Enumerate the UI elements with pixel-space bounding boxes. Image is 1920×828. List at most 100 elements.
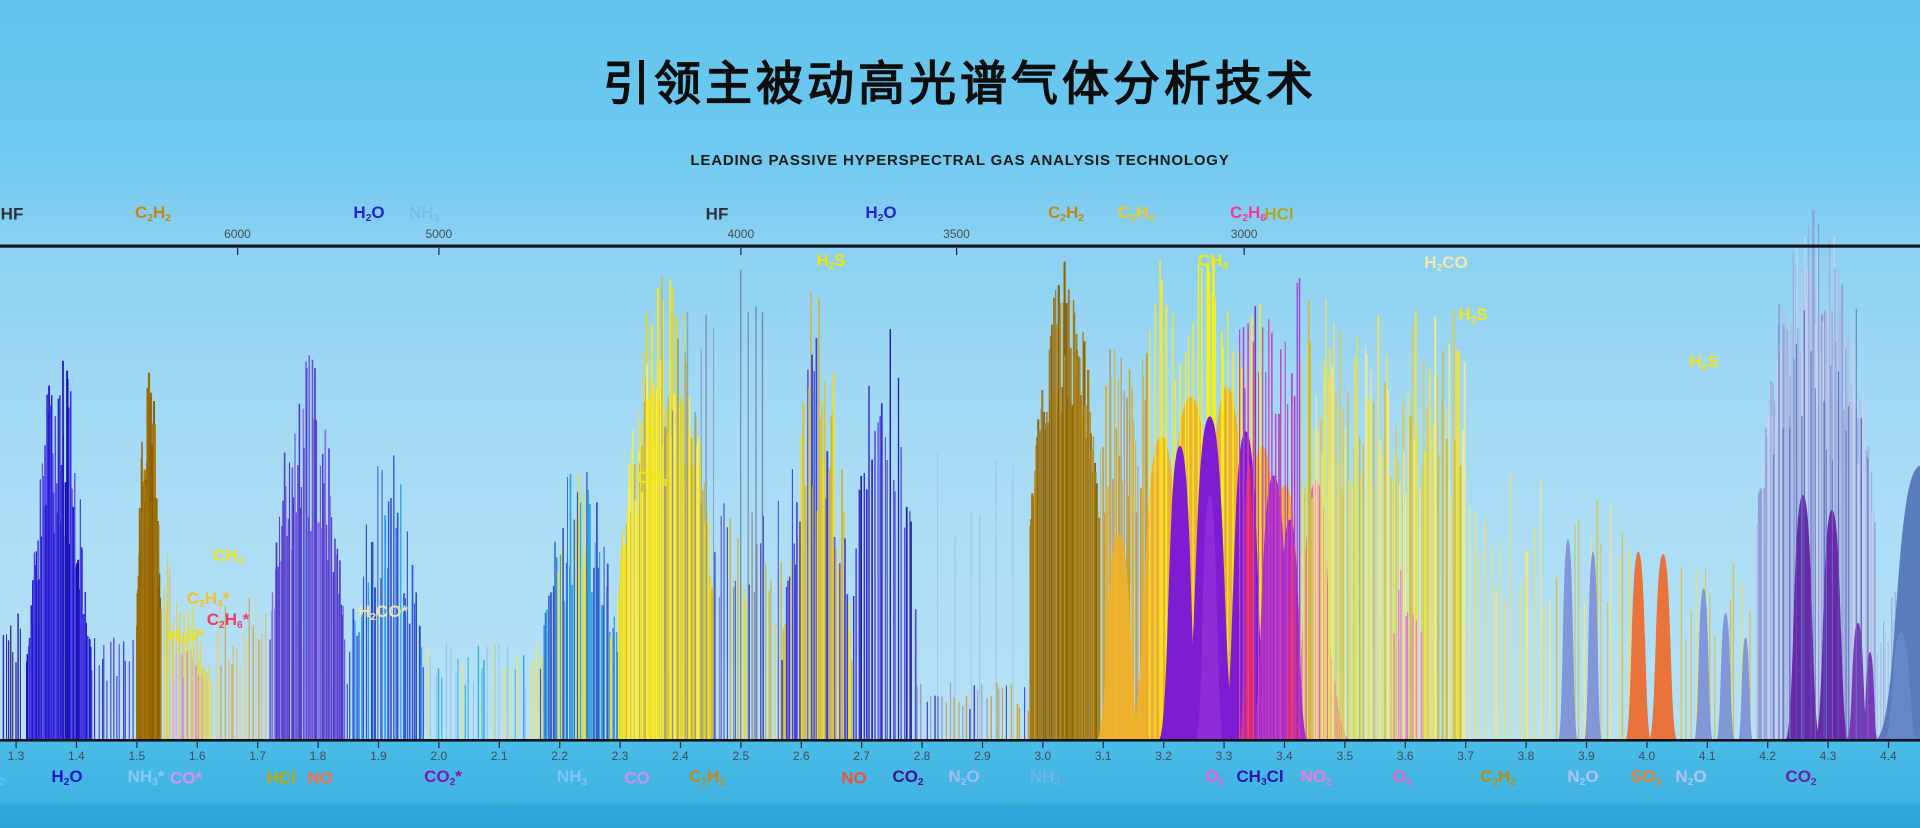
bottom-tick-label-4.4: 4.4 bbox=[1880, 749, 1897, 763]
top-tick-label-4000: 4000 bbox=[727, 227, 755, 241]
bottom-tick-1.8 bbox=[317, 742, 319, 748]
bottom-tick-label-3.7: 3.7 bbox=[1457, 749, 1474, 763]
bottom-label-c2h2: C2H2 bbox=[1480, 766, 1516, 788]
cluster-blue-sparse-1.46 bbox=[94, 637, 134, 741]
cluster-yellow-1.58 bbox=[163, 553, 213, 741]
bottom-tick-label-3.5: 3.5 bbox=[1336, 749, 1354, 763]
band-steel-band-2 bbox=[1884, 632, 1918, 741]
cluster-c2h2-band-1.52 bbox=[136, 372, 162, 741]
cluster-khaki-forest-3.56 bbox=[1299, 298, 1466, 741]
bottom-label-co2: CO2* bbox=[424, 766, 462, 788]
plot-label-h2s: H2S bbox=[1458, 304, 1488, 326]
bottom-tick-label-3.8: 3.8 bbox=[1517, 749, 1535, 763]
bottom-label-co2: CO2 bbox=[892, 766, 924, 788]
bottom-tick-1.6 bbox=[196, 742, 198, 748]
cluster-indigo-2.74 bbox=[853, 329, 917, 741]
bottom-tick-2.6 bbox=[800, 742, 802, 748]
bottom-tick-label-2.8: 2.8 bbox=[913, 749, 931, 763]
cluster-sparse-2.52 bbox=[714, 500, 782, 741]
band-purple-mass-1 bbox=[1158, 445, 1202, 741]
cluster-pink-lines-3.60 bbox=[1393, 570, 1423, 741]
plot-label-h2co: H2CO bbox=[1424, 252, 1468, 274]
top-label-h2o: H2O bbox=[353, 202, 385, 224]
bottom-tick-label-1.9: 1.9 bbox=[370, 749, 387, 763]
plot-label-ch4: CH4 bbox=[1197, 250, 1229, 272]
top-tick-6000 bbox=[237, 248, 239, 255]
top-label-c2h6: C2H6 bbox=[1230, 202, 1266, 224]
bottom-tick-1.5 bbox=[136, 742, 138, 748]
bottom-tick-4.0 bbox=[1646, 742, 1648, 748]
plot-label-h2co: H2CO* bbox=[357, 601, 409, 623]
top-tick-3500 bbox=[956, 248, 958, 255]
bottom-tick-3.1 bbox=[1102, 742, 1104, 748]
cluster-faint-gray-2.90 bbox=[936, 453, 1014, 741]
band-co2-purple-4 bbox=[1861, 652, 1879, 741]
bottom-label-co: CO* bbox=[169, 768, 203, 788]
cluster-violet-1.80 bbox=[269, 355, 346, 741]
band-co2-purple-3 bbox=[1846, 622, 1870, 741]
bottom-tick-label-1.3: 1.3 bbox=[7, 749, 25, 763]
bottom-label-ch3cl: CH3Cl bbox=[1236, 766, 1284, 788]
plot-label-c2h6: C2H6* bbox=[206, 609, 250, 631]
top-tick-label-6000: 6000 bbox=[224, 227, 251, 241]
bottom-tick-3.2 bbox=[1163, 742, 1165, 748]
bottom-tick-3.6 bbox=[1404, 742, 1406, 748]
bottom-tick-2.8 bbox=[921, 742, 923, 748]
bottom-tick-label-3.2: 3.2 bbox=[1155, 749, 1172, 763]
top-label-hf: HF bbox=[0, 204, 24, 224]
top-label-hcl: HCl bbox=[1264, 204, 1294, 224]
bottom-tick-label-3.6: 3.6 bbox=[1396, 749, 1414, 763]
bottom-label-co: CO bbox=[624, 768, 650, 788]
cluster-slate-lines-4.30 bbox=[1773, 303, 1869, 741]
cluster-violet-lines-3.37 bbox=[1239, 278, 1301, 741]
cluster-tan-1.67 bbox=[216, 597, 267, 741]
bottom-tick-label-3.4: 3.4 bbox=[1276, 749, 1293, 763]
bottom-tick-3.5 bbox=[1344, 742, 1346, 748]
bottom-tick-2.4 bbox=[679, 742, 682, 748]
bottom-label-c2h2: C2H2 bbox=[689, 766, 725, 788]
bottom-tick-label-2.5: 2.5 bbox=[732, 749, 750, 763]
bottom-tick-label-2.4: 2.4 bbox=[672, 749, 689, 763]
band-so2-peak-1 bbox=[1625, 551, 1652, 741]
top-tick-label-5000: 5000 bbox=[425, 227, 453, 241]
bottom-tick-label-3.1: 3.1 bbox=[1094, 749, 1112, 763]
plot-label-ch4: CH4 bbox=[636, 467, 668, 489]
plot-label-h2s: H2S* bbox=[168, 625, 204, 647]
cluster-teal-2.25 bbox=[539, 472, 620, 741]
bottom-tick-4.4 bbox=[1887, 742, 1890, 748]
bottom-tick-label-1.5: 1.5 bbox=[128, 749, 146, 763]
bottom-label-h2o: H2O bbox=[51, 766, 83, 788]
bottom-tick-label-2.2: 2.2 bbox=[551, 749, 568, 763]
bottom-label-n2o: N2O bbox=[1567, 766, 1599, 788]
top-tick-3000 bbox=[1243, 248, 1245, 255]
cluster-short-2.08 bbox=[427, 642, 538, 741]
bottom-tick-label-3.0: 3.0 bbox=[1034, 749, 1052, 763]
cluster-gray-spikes-2.44 bbox=[664, 311, 715, 741]
bottom-tick-label-4.2: 4.2 bbox=[1759, 749, 1776, 763]
bottom-label-n2o: N2O bbox=[948, 766, 980, 788]
bottom-tick-2.0 bbox=[438, 742, 440, 748]
cluster-hf-gray-2.51 bbox=[740, 269, 764, 741]
bottom-label-n2o: N2O bbox=[1675, 766, 1707, 788]
bottom-tick-label-1.4: 1.4 bbox=[68, 749, 85, 763]
band-so2-peak-2 bbox=[1648, 553, 1678, 741]
bottom-tick-label-2.6: 2.6 bbox=[792, 749, 810, 763]
bottom-tick-1.7 bbox=[257, 742, 259, 748]
bottom-axis-line bbox=[0, 739, 1920, 742]
band-cornflower-2 bbox=[1584, 551, 1603, 741]
bottom-tick-2.5 bbox=[740, 742, 742, 748]
bottom-tick-3.0 bbox=[1042, 742, 1044, 748]
bottom-label-no: NO bbox=[841, 768, 867, 788]
plot-label-h2s: H2S bbox=[1689, 351, 1719, 373]
top-label-hf: HF bbox=[705, 204, 729, 224]
bottom-label-o3: O3 bbox=[1392, 766, 1412, 788]
bottom-tick-label-1.7: 1.7 bbox=[249, 749, 266, 763]
bottom-label-so2: SO2 bbox=[1630, 766, 1662, 788]
bottom-tick-1.3 bbox=[15, 742, 17, 748]
band-crimson-streak-2 bbox=[1285, 544, 1301, 741]
cluster-blue-1.93 bbox=[346, 455, 424, 741]
bottom-tick-label-2.7: 2.7 bbox=[853, 749, 870, 763]
bottom-tick-label-2.1: 2.1 bbox=[490, 749, 508, 763]
